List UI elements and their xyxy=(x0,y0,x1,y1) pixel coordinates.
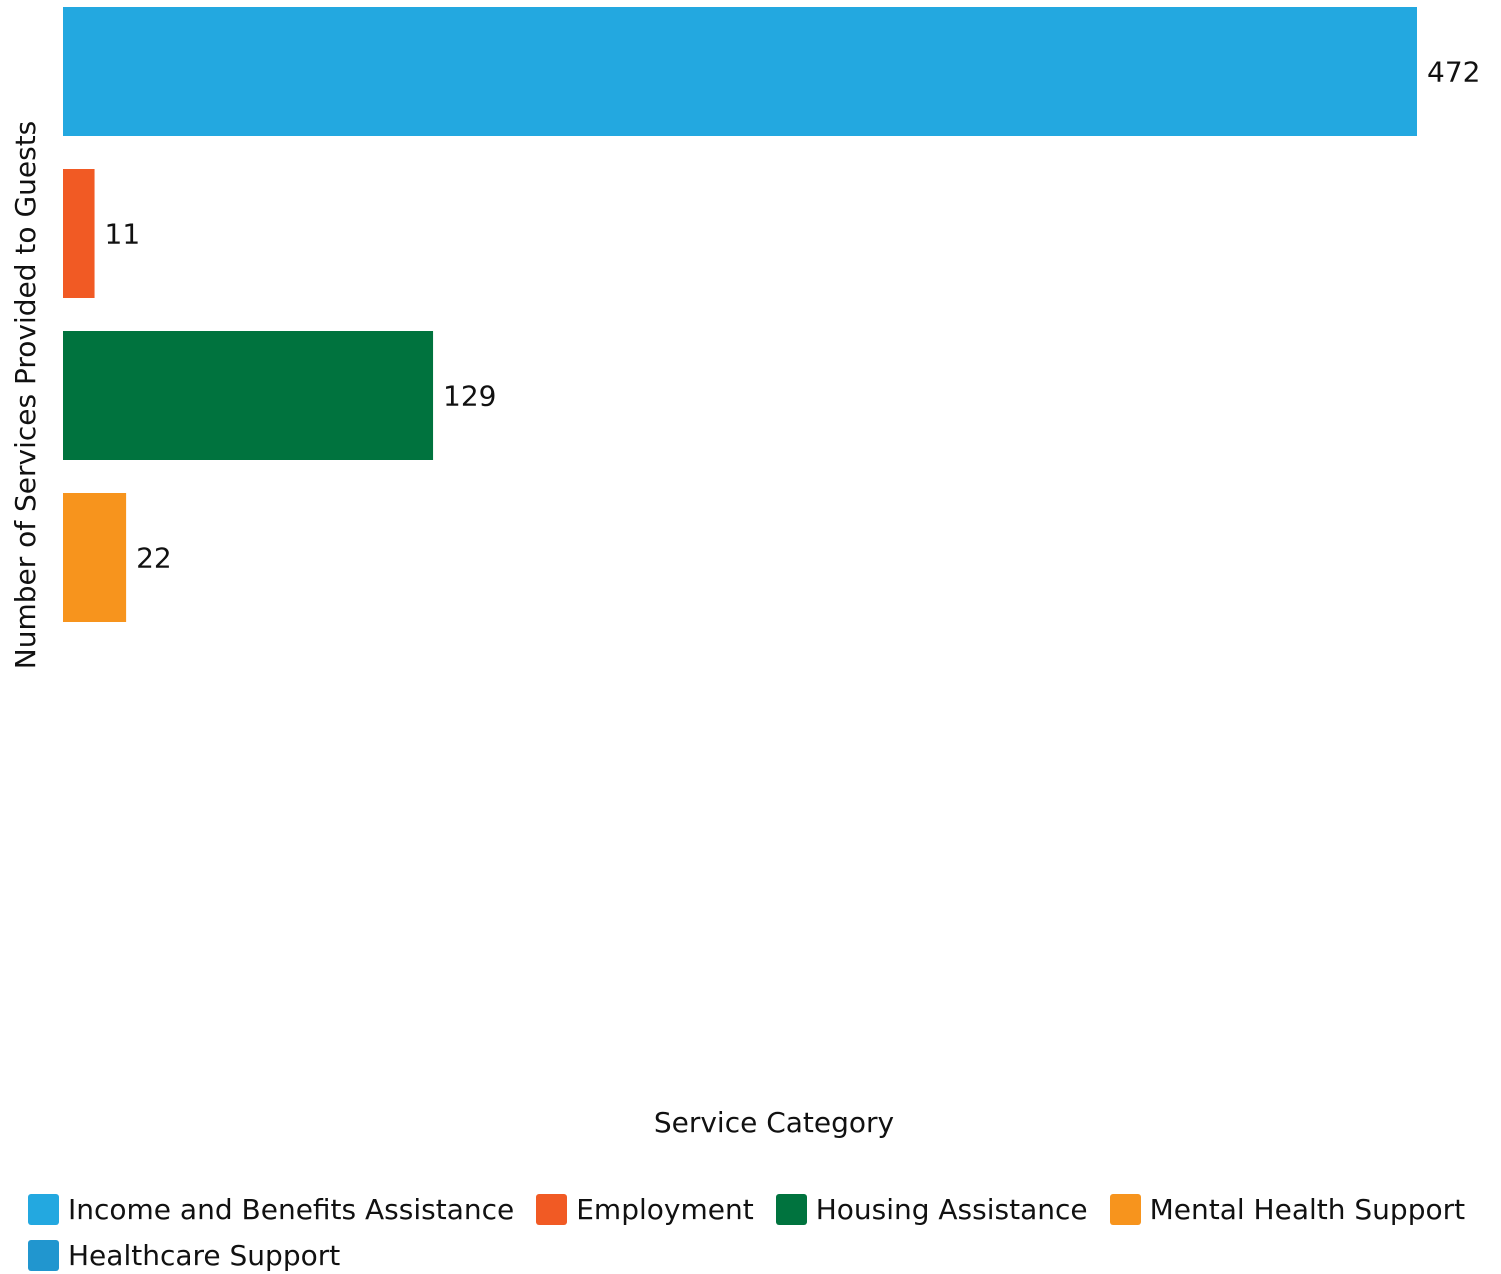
legend-item-employment[interactable]: Employment xyxy=(536,1190,754,1228)
bar-employment xyxy=(63,169,95,298)
legend-item-housing-assistance[interactable]: Housing Assistance xyxy=(775,1190,1088,1228)
legend-swatch-housing-assistance xyxy=(775,1193,807,1225)
bar-mental-health-support xyxy=(63,493,127,622)
bar-value-label-mental-health-support: 22 xyxy=(136,542,172,575)
bar-value-label-housing-assistance: 129 xyxy=(443,380,496,413)
legend: Income and Benefits Assistance Employment… xyxy=(28,1190,1488,1274)
legend-label-healthcare-support: Healthcare Support xyxy=(68,1238,341,1272)
legend-label-income-and-benefits-assistance: Income and Benefits Assistance xyxy=(68,1192,515,1226)
bar-value-label-income-and-benefits-assistance: 472 xyxy=(1427,56,1480,89)
legend-swatch-employment xyxy=(536,1193,568,1225)
bar-housing-assistance xyxy=(63,331,434,460)
legend-label-mental-health-support: Mental Health Support xyxy=(1149,1192,1466,1226)
bar-value-label-employment: 11 xyxy=(105,218,141,251)
legend-item-healthcare-support[interactable]: Healthcare Support xyxy=(28,1236,340,1274)
legend-label-employment: Employment xyxy=(576,1192,754,1226)
legend-item-mental-health-support[interactable]: Mental Health Support xyxy=(1109,1190,1466,1228)
legend-swatch-mental-health-support xyxy=(1109,1193,1141,1225)
legend-swatch-healthcare-support xyxy=(28,1239,59,1271)
x-axis-title: Service Category xyxy=(654,1106,894,1139)
legend-item-income-and-benefits-assistance[interactable]: Income and Benefits Assistance xyxy=(28,1190,514,1228)
y-axis-title: Number of Services Provided to Guests xyxy=(9,121,42,670)
bar-income-and-benefits-assistance xyxy=(63,7,1417,136)
legend-swatch-income-and-benefits-assistance xyxy=(28,1193,59,1225)
bars-group: 472 11 129 22 xyxy=(63,7,1480,622)
legend-label-housing-assistance: Housing Assistance xyxy=(815,1192,1088,1226)
